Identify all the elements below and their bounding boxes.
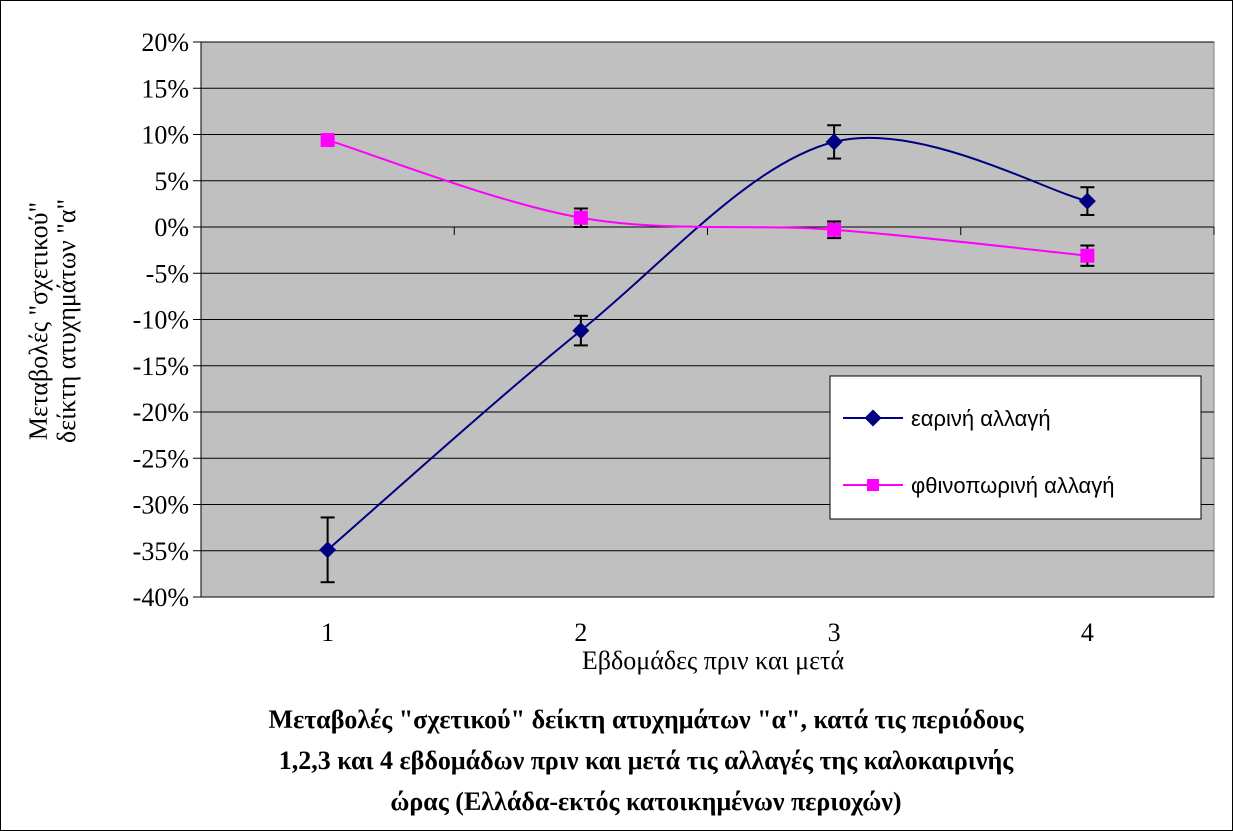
y-axis-title: Μεταβολές "σχετικού" δείκτη ατυχημάτων "… bbox=[24, 199, 81, 443]
y-tick-label: 5% bbox=[154, 167, 189, 196]
legend-box bbox=[829, 375, 1202, 520]
y-tick-label: 10% bbox=[141, 121, 189, 150]
legend-swatch-marker-0 bbox=[864, 409, 882, 427]
x-tick-label: 2 bbox=[574, 618, 587, 647]
caption-line-2: 1,2,3 και 4 εβδομάδων πριν και μετά τις … bbox=[278, 746, 1014, 775]
caption-line-1: Μεταβολές "σχετικού" δείκτη ατυχημάτων "… bbox=[268, 705, 1024, 734]
grid-layer bbox=[201, 41, 1214, 598]
chart-caption: Μεταβολές "σχετικού" δείκτη ατυχημάτων "… bbox=[121, 699, 1171, 822]
series-line-0 bbox=[326, 136, 1088, 551]
data-point bbox=[573, 210, 588, 225]
y-tick-label: 20% bbox=[141, 28, 189, 57]
y-tick-label: -30% bbox=[133, 491, 189, 520]
axis-layer: 20% 15% 10% 5% 0% -5% -10% -15% -20% -25% -30% -35%… bbox=[133, 28, 1215, 647]
data-point bbox=[825, 133, 843, 151]
y-tick-label: -25% bbox=[133, 444, 189, 473]
data-point bbox=[1080, 248, 1095, 263]
data-point bbox=[319, 541, 337, 559]
y-tick-label: -20% bbox=[133, 398, 189, 427]
data-point bbox=[572, 322, 590, 340]
y-tick-label: -40% bbox=[133, 583, 189, 612]
x-tick-label: 1 bbox=[321, 618, 334, 647]
y-tick-label: -35% bbox=[133, 537, 189, 566]
y-tick-label: -10% bbox=[133, 306, 189, 335]
y-axis-title-line-1: Μεταβολές "σχετικού" bbox=[24, 202, 53, 440]
y-tick-label: 0% bbox=[154, 213, 189, 242]
y-axis-title-line-2: δείκτη ατυχημάτων "α" bbox=[52, 199, 81, 443]
legend-swatch-marker-1 bbox=[867, 479, 879, 491]
legend: εαρινή αλλαγή φθινοπωρινή αλλαγή bbox=[829, 375, 1202, 520]
legend-label-0: εαρινή αλλαγή bbox=[911, 406, 1051, 431]
data-point bbox=[320, 133, 335, 148]
legend-label-1: φθινοπωρινή αλλαγή bbox=[911, 473, 1114, 498]
series-layer bbox=[319, 124, 1096, 584]
caption-line-3: ώρας (Ελλάδα-εκτός κατοικημένων περιοχών… bbox=[390, 787, 902, 816]
y-tick-label: -15% bbox=[133, 352, 189, 381]
data-point bbox=[827, 222, 842, 237]
y-tick-label: 15% bbox=[141, 74, 189, 103]
x-tick-label: 3 bbox=[828, 618, 841, 647]
series-line-1 bbox=[327, 139, 1088, 257]
x-tick-label: 4 bbox=[1081, 618, 1094, 647]
x-axis-title: Εβδομάδες πριν και μετά bbox=[582, 646, 845, 675]
y-tick-label: -5% bbox=[146, 259, 189, 288]
